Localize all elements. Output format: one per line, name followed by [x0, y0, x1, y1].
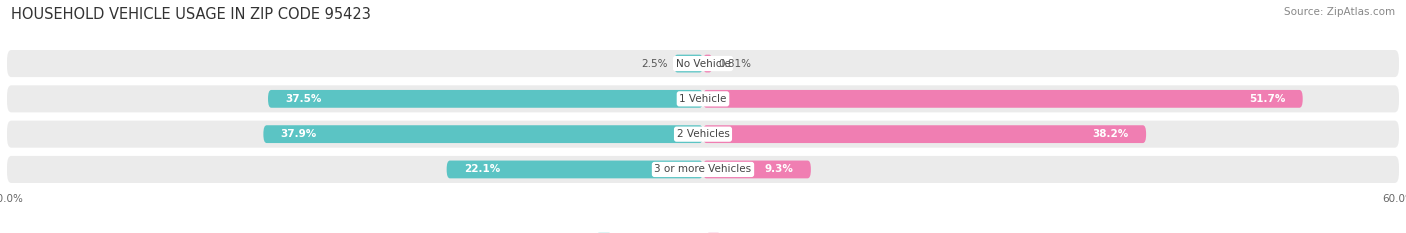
Text: Source: ZipAtlas.com: Source: ZipAtlas.com: [1284, 7, 1395, 17]
FancyBboxPatch shape: [7, 121, 1399, 148]
FancyBboxPatch shape: [673, 55, 703, 72]
Text: HOUSEHOLD VEHICLE USAGE IN ZIP CODE 95423: HOUSEHOLD VEHICLE USAGE IN ZIP CODE 9542…: [11, 7, 371, 22]
Text: 3 or more Vehicles: 3 or more Vehicles: [654, 164, 752, 175]
FancyBboxPatch shape: [447, 161, 703, 178]
Text: 51.7%: 51.7%: [1249, 94, 1285, 104]
FancyBboxPatch shape: [703, 90, 1303, 108]
Text: No Vehicle: No Vehicle: [675, 58, 731, 69]
Text: 37.9%: 37.9%: [281, 129, 316, 139]
FancyBboxPatch shape: [7, 85, 1399, 112]
FancyBboxPatch shape: [269, 90, 703, 108]
FancyBboxPatch shape: [703, 125, 1146, 143]
Text: 0.81%: 0.81%: [718, 58, 751, 69]
FancyBboxPatch shape: [703, 161, 811, 178]
FancyBboxPatch shape: [703, 55, 713, 72]
Text: 2 Vehicles: 2 Vehicles: [676, 129, 730, 139]
Text: 38.2%: 38.2%: [1092, 129, 1129, 139]
Text: 22.1%: 22.1%: [464, 164, 501, 175]
Text: 2.5%: 2.5%: [641, 58, 668, 69]
Text: 9.3%: 9.3%: [765, 164, 793, 175]
Text: 37.5%: 37.5%: [285, 94, 322, 104]
FancyBboxPatch shape: [7, 156, 1399, 183]
Text: 1 Vehicle: 1 Vehicle: [679, 94, 727, 104]
FancyBboxPatch shape: [7, 50, 1399, 77]
FancyBboxPatch shape: [263, 125, 703, 143]
